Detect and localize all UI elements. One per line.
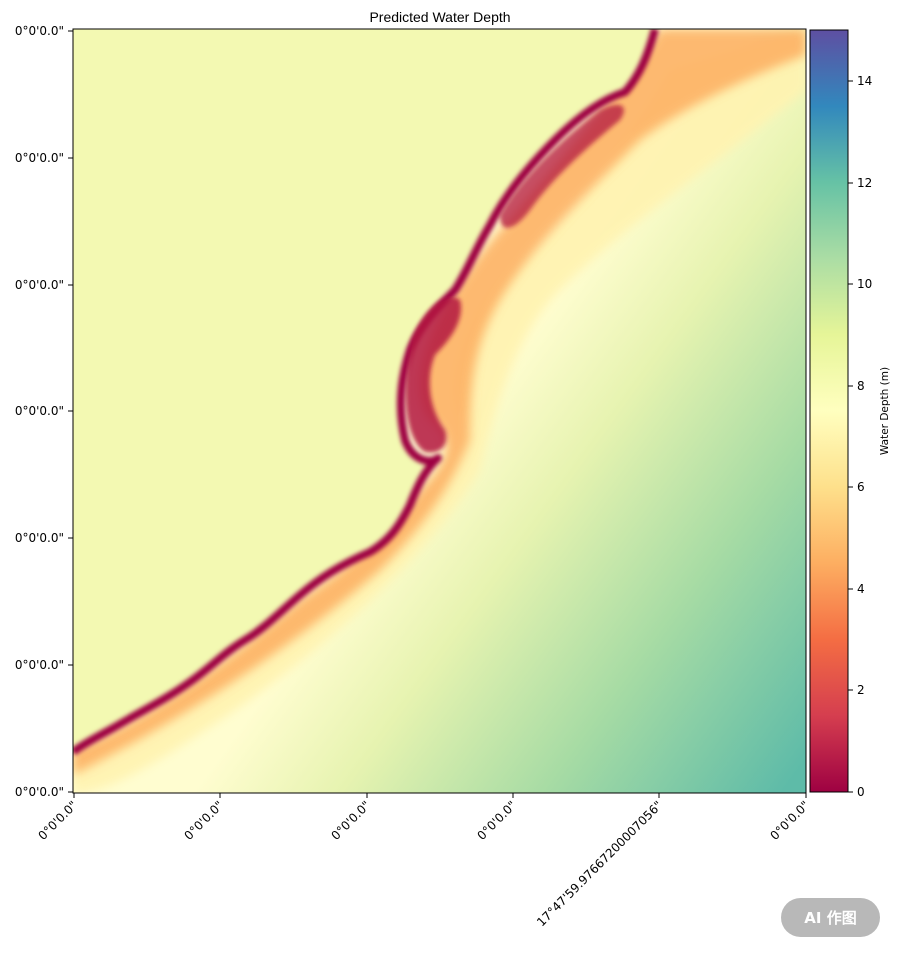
colorbar-tick-label: 14: [857, 74, 872, 88]
y-tick-label: 0°0'0.0": [15, 658, 64, 672]
colorbar-tick-label: 8: [857, 379, 865, 393]
ai-badge[interactable]: AI 作图: [781, 898, 880, 937]
chart-title: Predicted Water Depth: [369, 9, 510, 25]
nearshore-yellow-band: [73, 29, 806, 793]
land-area: [73, 29, 655, 752]
shoreline-red-patch: [405, 296, 461, 453]
x-tick-label: 17°47'59.97667200007056": [534, 798, 665, 929]
colorbar-gradient: [809, 29, 849, 793]
colorbar-tick-label: 2: [857, 683, 865, 697]
colorbar-tick-label: 12: [857, 176, 872, 190]
colorbar-tick-label: 6: [857, 480, 865, 494]
x-tick-label: 0°0'0.0": [474, 798, 519, 843]
x-tick-label: 0°0'0.0": [767, 798, 812, 843]
colorbar-tick-label: 4: [857, 582, 865, 596]
shoreline-fringe: [73, 29, 659, 756]
colorbar-tick-label: 10: [857, 277, 872, 291]
x-axis: 0°0'0.0" 0°0'0.0" 0°0'0.0" 0°0'0.0" 17°4…: [35, 793, 812, 929]
colorbar-ticks: 0 2 4 6 8 10 12 14: [848, 74, 872, 799]
y-tick-label: 0°0'0.0": [15, 24, 64, 38]
x-tick-label: 0°0'0.0": [328, 798, 373, 843]
shoreline-red-patch-north: [500, 104, 624, 228]
x-tick-label: 0°0'0.0": [35, 798, 80, 843]
colorbar-tick-label: 0: [857, 785, 865, 799]
colorbar: 0 2 4 6 8 10 12 14 Water Depth (m): [809, 29, 891, 799]
y-tick-label: 0°0'0.0": [15, 404, 64, 418]
y-axis: 0°0'0.0" 0°0'0.0" 0°0'0.0" 0°0'0.0" 0°0'…: [15, 24, 73, 799]
x-tick-label: 0°0'0.0": [181, 798, 226, 843]
y-tick-label: 0°0'0.0": [15, 151, 64, 165]
nearshore-orange-band: [73, 29, 806, 775]
y-tick-label: 0°0'0.0": [15, 785, 64, 799]
depth-map: [73, 29, 806, 793]
y-tick-label: 0°0'0.0": [15, 278, 64, 292]
colorbar-label: Water Depth (m): [879, 367, 891, 455]
y-tick-label: 0°0'0.0": [15, 531, 64, 545]
